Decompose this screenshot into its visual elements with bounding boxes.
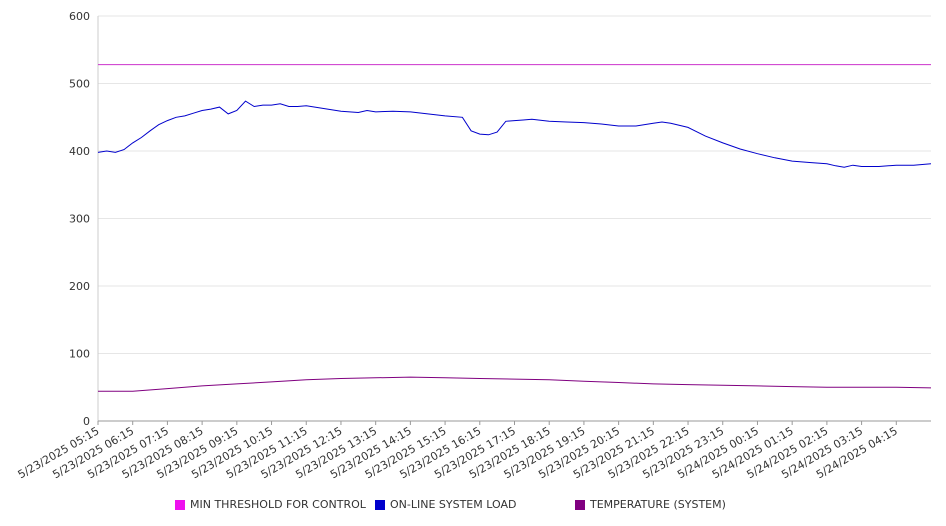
series-line-temperature-system bbox=[98, 376, 932, 392]
series-lines bbox=[97, 64, 932, 392]
y-tick-label: 500 bbox=[69, 78, 90, 91]
legend-item-system-load: ON-LINE SYSTEM LOAD bbox=[375, 498, 516, 511]
legend-item-temperature: TEMPERATURE (SYSTEM) bbox=[575, 498, 726, 511]
y-tick-label: 400 bbox=[69, 145, 90, 158]
legend-label: TEMPERATURE (SYSTEM) bbox=[590, 498, 726, 511]
legend-swatch bbox=[575, 499, 585, 510]
series-line-on-line-system-load bbox=[97, 100, 932, 168]
line-chart: 0 100 200 300 400 500 600 5/23/2025 05:155/23/… bbox=[16, 10, 932, 481]
y-tick-label: 0 bbox=[83, 415, 90, 428]
y-axis-ticks: 0 100 200 300 400 500 600 bbox=[69, 10, 90, 428]
legend-label: ON-LINE SYSTEM LOAD bbox=[390, 498, 517, 511]
y-tick-label: 600 bbox=[69, 10, 90, 23]
x-axis-ticks: 5/23/2025 05:155/23/2025 06:155/23/2025 … bbox=[16, 421, 900, 481]
legend-swatch bbox=[175, 499, 185, 510]
legend-item-min-threshold: MIN THRESHOLD FOR CONTROL bbox=[175, 498, 366, 511]
legend-swatch bbox=[375, 499, 385, 510]
y-tick-label: 100 bbox=[69, 348, 90, 361]
y-tick-label: 200 bbox=[69, 280, 90, 293]
gridlines bbox=[98, 15, 931, 354]
y-tick-label: 300 bbox=[69, 213, 90, 226]
legend-label: MIN THRESHOLD FOR CONTROL bbox=[190, 498, 366, 511]
